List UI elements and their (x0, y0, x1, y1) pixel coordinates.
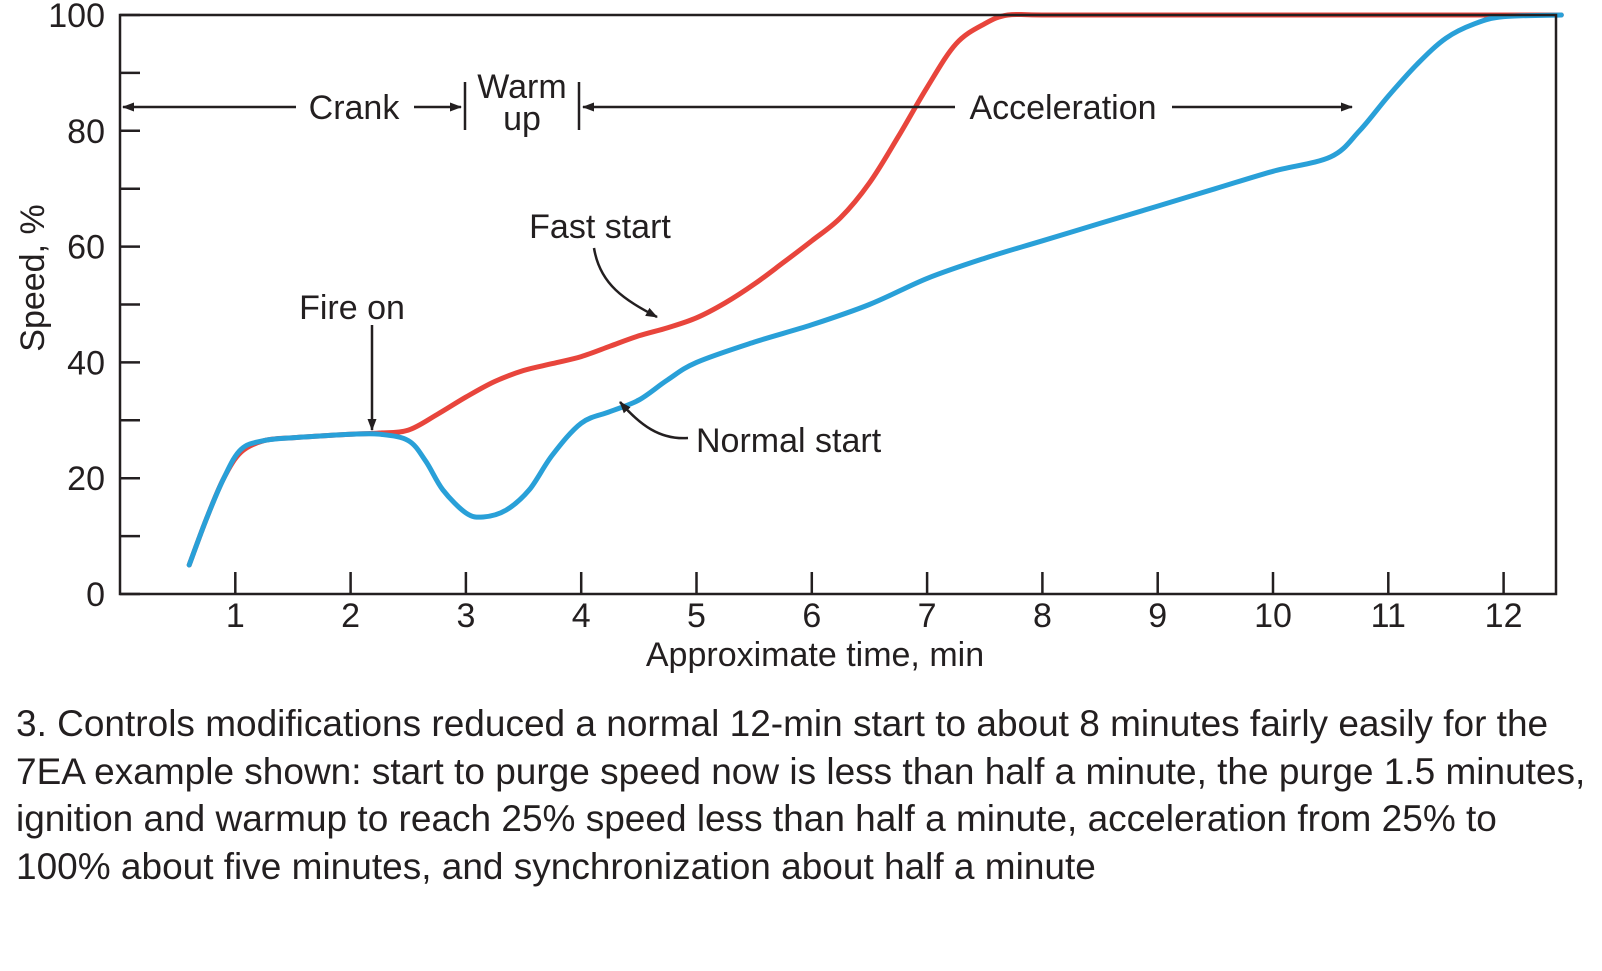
acceleration-label: Acceleration (969, 89, 1156, 127)
x-tick-label: 2 (341, 597, 360, 635)
x-axis: 1 2 3 4 5 6 7 8 9 10 11 12 (226, 572, 1523, 635)
x-tick-label: 11 (1371, 597, 1406, 635)
x-tick-label: 1 (226, 597, 245, 635)
crank-label: Crank (309, 89, 401, 127)
x-tick-label: 10 (1254, 597, 1292, 635)
series-line-normal-start (186, 12, 1564, 568)
y-tick-label: 40 (67, 344, 105, 382)
x-tick-label: 6 (802, 597, 821, 635)
x-axis-label: Approximate time, min (646, 636, 984, 674)
x-tick-label: 7 (918, 597, 937, 635)
y-tick-label: 80 (67, 113, 105, 151)
x-tick-label: 5 (687, 597, 706, 635)
phase-annotations: Crank Warm up Acceleration (122, 68, 1353, 138)
y-axis-label: Speed, % (14, 204, 52, 351)
normal-start-arrow (619, 401, 689, 440)
figure-caption: 3. Controls modifications reduced a norm… (16, 703, 1586, 887)
fast-start-label: Fast start (529, 208, 671, 246)
y-axis: 0 20 40 60 80 100 (48, 0, 140, 614)
y-tick-label: 0 (86, 576, 105, 614)
x-tick-label: 12 (1485, 597, 1523, 635)
curve-annotations: Fire on Fast start Normal start (299, 208, 882, 460)
x-tick-label: 3 (456, 597, 475, 635)
x-tick-label: 8 (1033, 597, 1052, 635)
normal-start-label: Normal start (696, 422, 882, 460)
y-tick-label: 20 (67, 460, 105, 498)
fast-start-arrow (592, 247, 658, 319)
warm-label: Warm (477, 68, 566, 106)
up-label: up (503, 100, 541, 138)
fire-on-label: Fire on (299, 289, 405, 327)
x-tick-label: 9 (1148, 597, 1167, 635)
y-tick-label: 60 (67, 229, 105, 267)
x-tick-label: 4 (572, 597, 591, 635)
y-tick-label: 100 (48, 0, 105, 35)
